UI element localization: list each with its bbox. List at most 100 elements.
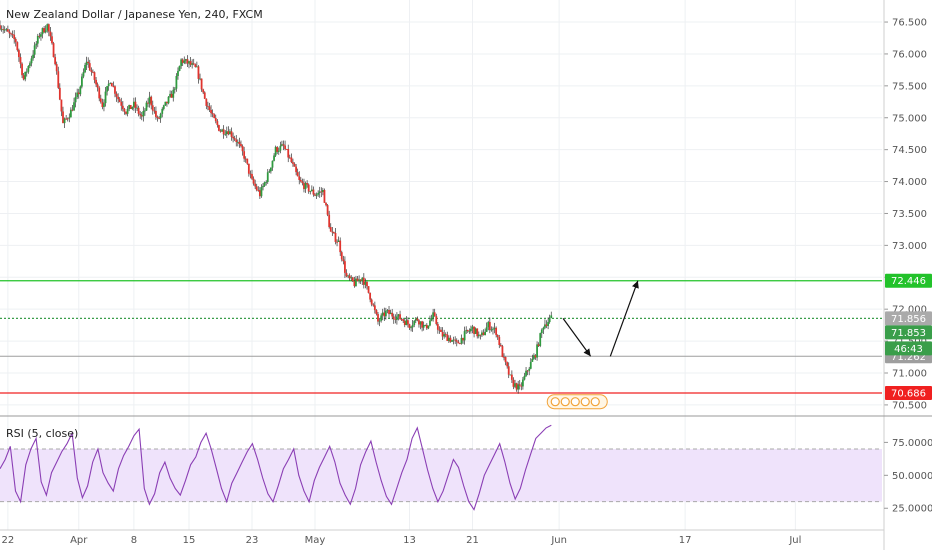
- candle-body: [227, 131, 230, 135]
- current-badge: [885, 325, 932, 340]
- candle-body: [460, 337, 463, 344]
- candle-body: [137, 107, 140, 114]
- candle-body: [6, 29, 9, 32]
- candle-body: [27, 65, 30, 72]
- candle-body: [488, 322, 491, 330]
- candle-body: [482, 332, 485, 336]
- candle-body: [236, 141, 239, 143]
- candle-body: [40, 34, 42, 37]
- candle-body: [356, 278, 359, 282]
- candle-body: [321, 189, 324, 193]
- candle-body: [523, 375, 526, 380]
- support-price-badge: [885, 386, 932, 401]
- candle-body: [350, 277, 353, 279]
- candle-body: [255, 186, 258, 191]
- candle-body: [249, 173, 252, 175]
- candle-body: [81, 76, 83, 87]
- candle-body: [526, 370, 529, 372]
- y-tick-label: 76.500: [892, 18, 927, 29]
- candle-body: [418, 320, 420, 325]
- events-layer[interactable]: [546, 394, 608, 410]
- candle-body: [238, 141, 241, 145]
- candle-body: [389, 312, 392, 315]
- candle-body: [531, 358, 534, 362]
- candle-body: [378, 320, 381, 322]
- candle-body: [243, 151, 246, 159]
- candle-body: [323, 189, 326, 203]
- candle-body: [43, 28, 45, 33]
- candle-body: [326, 205, 329, 215]
- candle-body: [503, 357, 505, 358]
- levels-layer: [0, 280, 882, 394]
- candle-body: [266, 172, 269, 182]
- candle-body: [367, 286, 370, 293]
- candle-body: [507, 366, 510, 375]
- x-tick-label: Apr: [70, 535, 88, 546]
- event-icon: [580, 397, 590, 407]
- candle-body: [517, 384, 520, 390]
- candle-body: [240, 144, 242, 147]
- candle-body: [499, 344, 502, 347]
- candle-body: [342, 259, 345, 262]
- candle-body: [120, 101, 123, 106]
- candle-body: [126, 108, 129, 114]
- candle-body: [355, 278, 357, 287]
- x-tick-label: 22: [2, 535, 15, 546]
- candle-body: [377, 314, 379, 322]
- candle-body: [537, 344, 540, 346]
- candle-body: [194, 64, 197, 67]
- candle-body: [392, 316, 395, 320]
- candle-body: [38, 35, 41, 37]
- candle-body: [361, 277, 364, 281]
- candle-body: [92, 71, 94, 73]
- candle-body: [251, 174, 253, 179]
- candle-body: [290, 157, 293, 163]
- candle-body: [151, 105, 154, 111]
- candle-body: [41, 28, 44, 35]
- candle-body: [457, 341, 460, 344]
- candle-body: [90, 70, 93, 72]
- candle-body: [435, 316, 438, 325]
- candle-body: [287, 149, 290, 158]
- candle-body: [49, 31, 52, 37]
- candle-body: [452, 339, 455, 341]
- candle-body: [351, 277, 354, 282]
- candle-body: [328, 214, 331, 228]
- candle-body: [402, 319, 405, 322]
- candle-body: [364, 281, 367, 285]
- candle-body: [178, 65, 181, 71]
- candle-body: [218, 125, 220, 131]
- candle-body: [167, 96, 170, 104]
- candle-body: [110, 83, 113, 87]
- candle-body: [449, 337, 452, 342]
- candle-body: [545, 324, 548, 326]
- y-tick-label: 73.500: [892, 209, 927, 220]
- candle-body: [101, 102, 104, 108]
- candle-body: [536, 344, 538, 358]
- candle-body: [69, 109, 72, 118]
- candle-body: [125, 111, 127, 114]
- current-badge-label: 71.853: [891, 328, 926, 339]
- resistance-price-badge: [885, 273, 932, 288]
- candle-body: [164, 101, 167, 106]
- candle-body: [181, 59, 184, 63]
- grid-layer: [0, 0, 882, 530]
- x-tick-label: 15: [183, 535, 196, 546]
- rsi-tick-label: 25.0000: [892, 504, 932, 515]
- candle-body: [145, 102, 148, 111]
- candle-body: [260, 187, 263, 197]
- candle-body: [284, 145, 286, 150]
- candle-body: [191, 63, 194, 65]
- candle-body: [114, 86, 116, 94]
- y-tick-label: 70.500: [892, 400, 927, 411]
- candle-body: [413, 320, 416, 325]
- candle-body: [21, 63, 23, 76]
- candle-body: [30, 58, 33, 64]
- candle-body: [186, 59, 189, 64]
- candle-body: [68, 117, 71, 119]
- candle-body: [370, 299, 373, 305]
- current-badge-label: 46:43: [894, 344, 923, 355]
- candle-body: [493, 327, 496, 329]
